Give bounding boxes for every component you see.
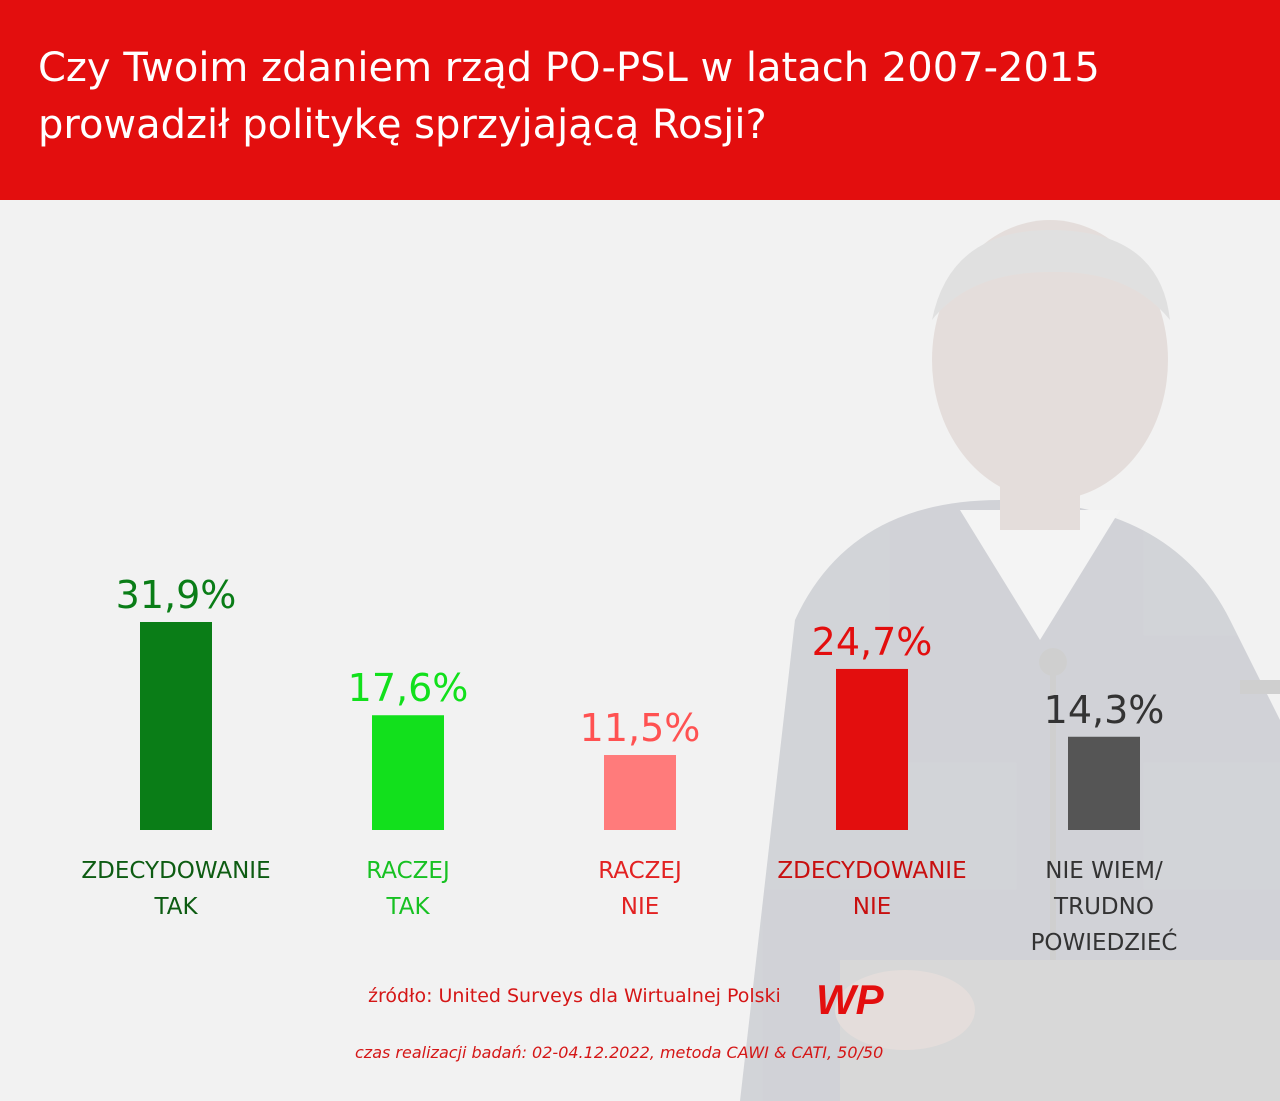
bar-1 — [140, 622, 212, 830]
value-label-1: 31,9% — [116, 573, 237, 617]
title-line-2: prowadził politykę sprzyjającą Rosji? — [38, 102, 767, 148]
category-label-5-line-2: TRUDNO — [1053, 894, 1154, 920]
bar-2 — [372, 715, 444, 830]
bar-3 — [604, 755, 676, 830]
source-note: źródło: United Surveys dla Wirtualnej Po… — [368, 985, 781, 1007]
category-label-2-line-2: TAK — [385, 894, 430, 920]
wp-logo-text: WP — [816, 976, 885, 1022]
category-label-2-line-1: RACZEJ — [366, 858, 450, 884]
title-line-1: Czy Twoim zdaniem rząd PO-PSL w latach 2… — [38, 45, 1100, 91]
value-label-2: 17,6% — [348, 666, 469, 710]
category-label-4-line-2: NIE — [853, 894, 892, 920]
bar-4 — [836, 668, 908, 830]
speaker-photo — [740, 220, 1280, 1101]
category-label-1-line-2: TAK — [153, 894, 198, 920]
bar-5 — [1068, 736, 1140, 830]
value-label-4: 24,7% — [812, 620, 933, 664]
category-label-5-line-1: NIE WIEM/ — [1045, 858, 1163, 884]
value-label-5: 14,3% — [1044, 688, 1165, 732]
header-banner: Czy Twoim zdaniem rząd PO-PSL w latach 2… — [0, 0, 1280, 200]
page-title: Czy Twoim zdaniem rząd PO-PSL w latach 2… — [38, 40, 1258, 154]
wp-logo-icon: WP — [816, 976, 885, 1022]
method-note: czas realizacji badań: 02-04.12.2022, me… — [355, 1043, 884, 1062]
bar-chart: 31,9% ZDECYDOWANIE TAK 17,6% RACZEJ TAK 11,5% R… — [81, 573, 1178, 956]
value-label-3: 11,5% — [580, 706, 701, 750]
category-label-5-line-3: POWIEDZIEĆ — [1031, 928, 1178, 956]
category-label-4-line-1: ZDECYDOWANIE — [777, 858, 966, 884]
category-label-3-line-1: RACZEJ — [598, 858, 682, 884]
category-label-3-line-2: NIE — [621, 894, 660, 920]
category-label-1-line-1: ZDECYDOWANIE — [81, 858, 270, 884]
